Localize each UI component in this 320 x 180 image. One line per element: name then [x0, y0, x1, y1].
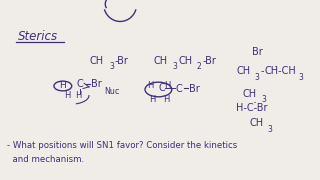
Text: Sterics: Sterics	[18, 30, 58, 43]
Text: CH: CH	[179, 56, 193, 66]
Text: H: H	[75, 91, 81, 100]
Text: 3: 3	[261, 95, 266, 104]
Text: 2: 2	[197, 62, 201, 71]
Text: CH: CH	[249, 118, 263, 129]
Text: C: C	[176, 84, 183, 94]
Text: H: H	[147, 81, 154, 90]
Text: -Br: -Br	[115, 56, 129, 66]
Text: C: C	[76, 79, 83, 89]
Text: 3: 3	[298, 73, 303, 82]
Text: H: H	[163, 94, 170, 103]
Text: 3: 3	[109, 62, 114, 71]
Text: CH: CH	[154, 56, 168, 66]
Text: CH: CH	[236, 66, 251, 76]
Text: Br: Br	[189, 84, 199, 94]
Text: H-C-Br: H-C-Br	[236, 103, 268, 113]
Text: CH-CH: CH-CH	[265, 66, 296, 76]
Text: Nuc: Nuc	[104, 87, 120, 96]
Text: 3: 3	[268, 125, 272, 134]
Text: CH: CH	[90, 56, 104, 66]
Text: C: C	[158, 83, 165, 93]
Text: -: -	[260, 66, 264, 76]
Text: H: H	[60, 82, 66, 91]
Text: Br: Br	[91, 79, 102, 89]
Text: and mechanism.: and mechanism.	[7, 155, 84, 164]
Text: -Br: -Br	[202, 56, 216, 66]
Text: 3: 3	[173, 62, 178, 71]
Text: Br: Br	[252, 47, 263, 57]
Text: H: H	[149, 94, 155, 103]
Text: CH: CH	[243, 89, 257, 99]
Text: H: H	[164, 81, 171, 90]
Text: .: .	[274, 57, 278, 70]
Text: H: H	[64, 91, 70, 100]
Text: .: .	[253, 93, 257, 106]
Text: 3: 3	[255, 73, 260, 82]
Text: - What positions will SN1 favor? Consider the kinetics: - What positions will SN1 favor? Conside…	[7, 141, 237, 150]
